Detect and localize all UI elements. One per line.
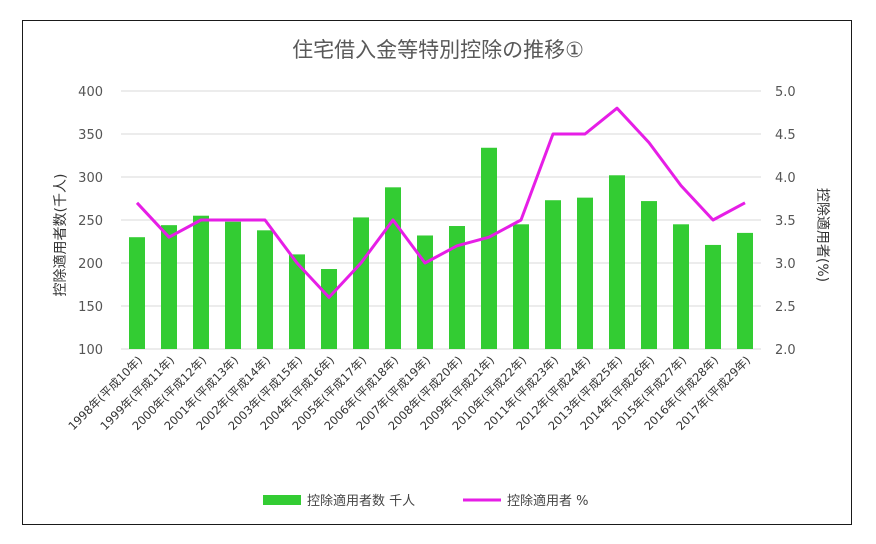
left-axis-ticks: 100 150 200 250 300 350 400: [78, 85, 103, 358]
legend: 控除適用者数 千人 控除適用者 %: [263, 493, 589, 509]
bar: [225, 221, 241, 349]
bar: [673, 224, 689, 349]
bar: [737, 232, 753, 349]
right-axis-label: 控除適用者(%): [814, 188, 831, 282]
left-tick-label: 150: [78, 300, 103, 315]
bar: [289, 254, 305, 349]
bar: [609, 175, 625, 349]
bar: [481, 147, 497, 349]
bar: [353, 217, 369, 349]
bar: [641, 201, 657, 349]
legend-bar-label: 控除適用者数 千人: [307, 493, 415, 509]
x-axis-ticks: 1998年(平成10年)1999年(平成11年)2000年(平成12年)2001…: [65, 353, 753, 433]
bar: [577, 197, 593, 349]
percent-line: [135, 106, 746, 299]
chart-frame: 住宅借入金等特別控除の推移① 100 150 200 250 300 350 400 2.0…: [22, 20, 852, 525]
left-tick-label: 300: [78, 171, 103, 186]
right-tick-label: 5.0: [775, 85, 796, 100]
bar: [161, 225, 177, 349]
right-tick-label: 3.5: [775, 214, 796, 229]
right-axis-ticks: 2.0 2.5 3.0 3.5 4.0 4.5 5.0: [775, 85, 796, 358]
bar: [417, 235, 433, 349]
bar: [449, 226, 465, 349]
bar: [257, 230, 273, 349]
bar: [513, 224, 529, 349]
bar: [129, 237, 145, 349]
left-axis-label: 控除適用者数(千人): [52, 174, 69, 297]
left-tick-label: 100: [78, 343, 103, 358]
legend-line-label: 控除適用者 %: [507, 493, 589, 509]
chart-title: 住宅借入金等特別控除の推移①: [292, 38, 584, 62]
legend-bar-swatch: [263, 495, 301, 505]
left-tick-label: 250: [78, 214, 103, 229]
left-tick-label: 400: [78, 85, 103, 100]
bar-layer: [129, 147, 753, 349]
bar: [321, 269, 337, 349]
bar: [705, 244, 721, 349]
bar: [545, 200, 561, 349]
bar: [193, 215, 209, 349]
left-tick-label: 350: [78, 128, 103, 143]
bar: [385, 187, 401, 349]
line-layer: [135, 106, 746, 299]
left-tick-label: 200: [78, 257, 103, 272]
right-tick-label: 4.5: [775, 128, 796, 143]
right-tick-label: 3.0: [775, 257, 796, 272]
chart-svg: 住宅借入金等特別控除の推移① 100 150 200 250 300 350 400 2.0…: [52, 38, 831, 509]
right-tick-label: 2.5: [775, 300, 796, 315]
right-tick-label: 2.0: [775, 343, 796, 358]
right-tick-label: 4.0: [775, 171, 796, 186]
